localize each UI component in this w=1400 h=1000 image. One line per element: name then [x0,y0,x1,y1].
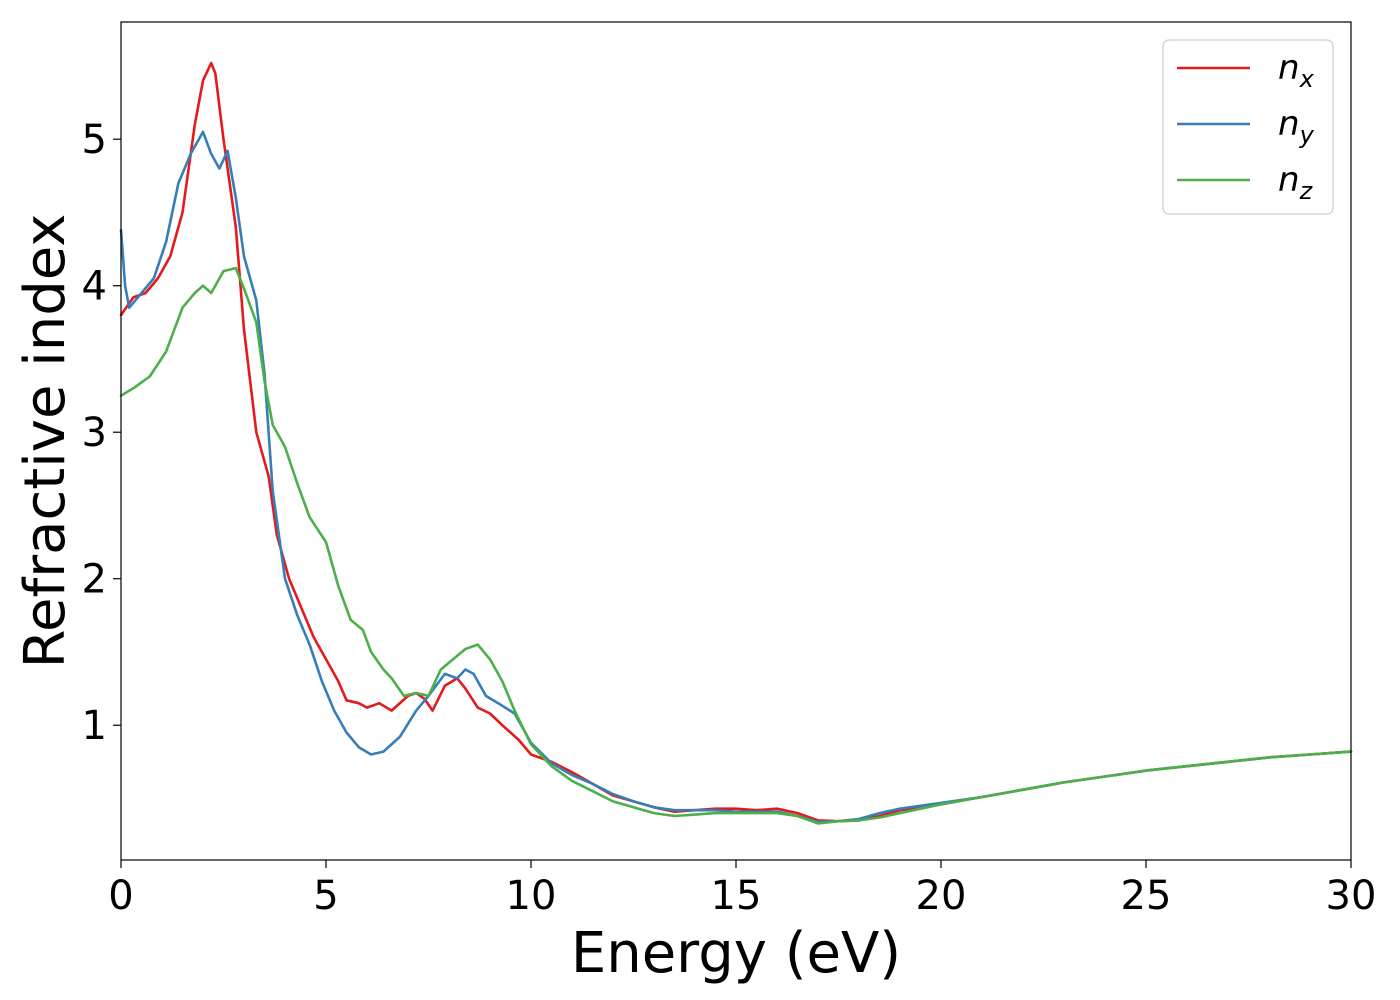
x-tick-label: 25 [1121,873,1172,919]
x-tick-label: 20 [916,873,967,919]
series-layer [119,61,1353,825]
x-tick-label: 10 [506,873,557,919]
x-tick-label: 15 [711,873,762,919]
legend-box [1162,39,1334,215]
y-axis-label: Refractive index [13,214,78,669]
series-line-x [119,61,1353,823]
y-tick-label: 2 [82,557,107,603]
y-axis-ticks: 1 2 3 4 5 [82,117,121,749]
legend-items: nx ny nz [1177,48,1315,205]
series-line-y [119,130,1353,824]
x-axis-label: Energy (eV) [571,921,901,986]
y-tick-label: 3 [82,410,107,456]
x-tick-label: 5 [313,873,338,919]
y-tick-label: 4 [82,264,107,310]
y-tick-label: 5 [82,117,107,163]
x-axis-ticks: 0 5 10 15 20 25 30 [108,860,1376,919]
y-tick-label: 1 [82,703,107,749]
legend-label-y: ny [1278,104,1315,149]
legend: nx ny nz [1162,39,1334,215]
x-tick-label: 0 [108,873,133,919]
legend-label-x: nx [1278,48,1315,93]
legend-label-z: nz [1278,160,1314,205]
series-line-z [119,266,1353,825]
x-tick-label: 30 [1326,873,1377,919]
plot-area [119,21,1353,861]
